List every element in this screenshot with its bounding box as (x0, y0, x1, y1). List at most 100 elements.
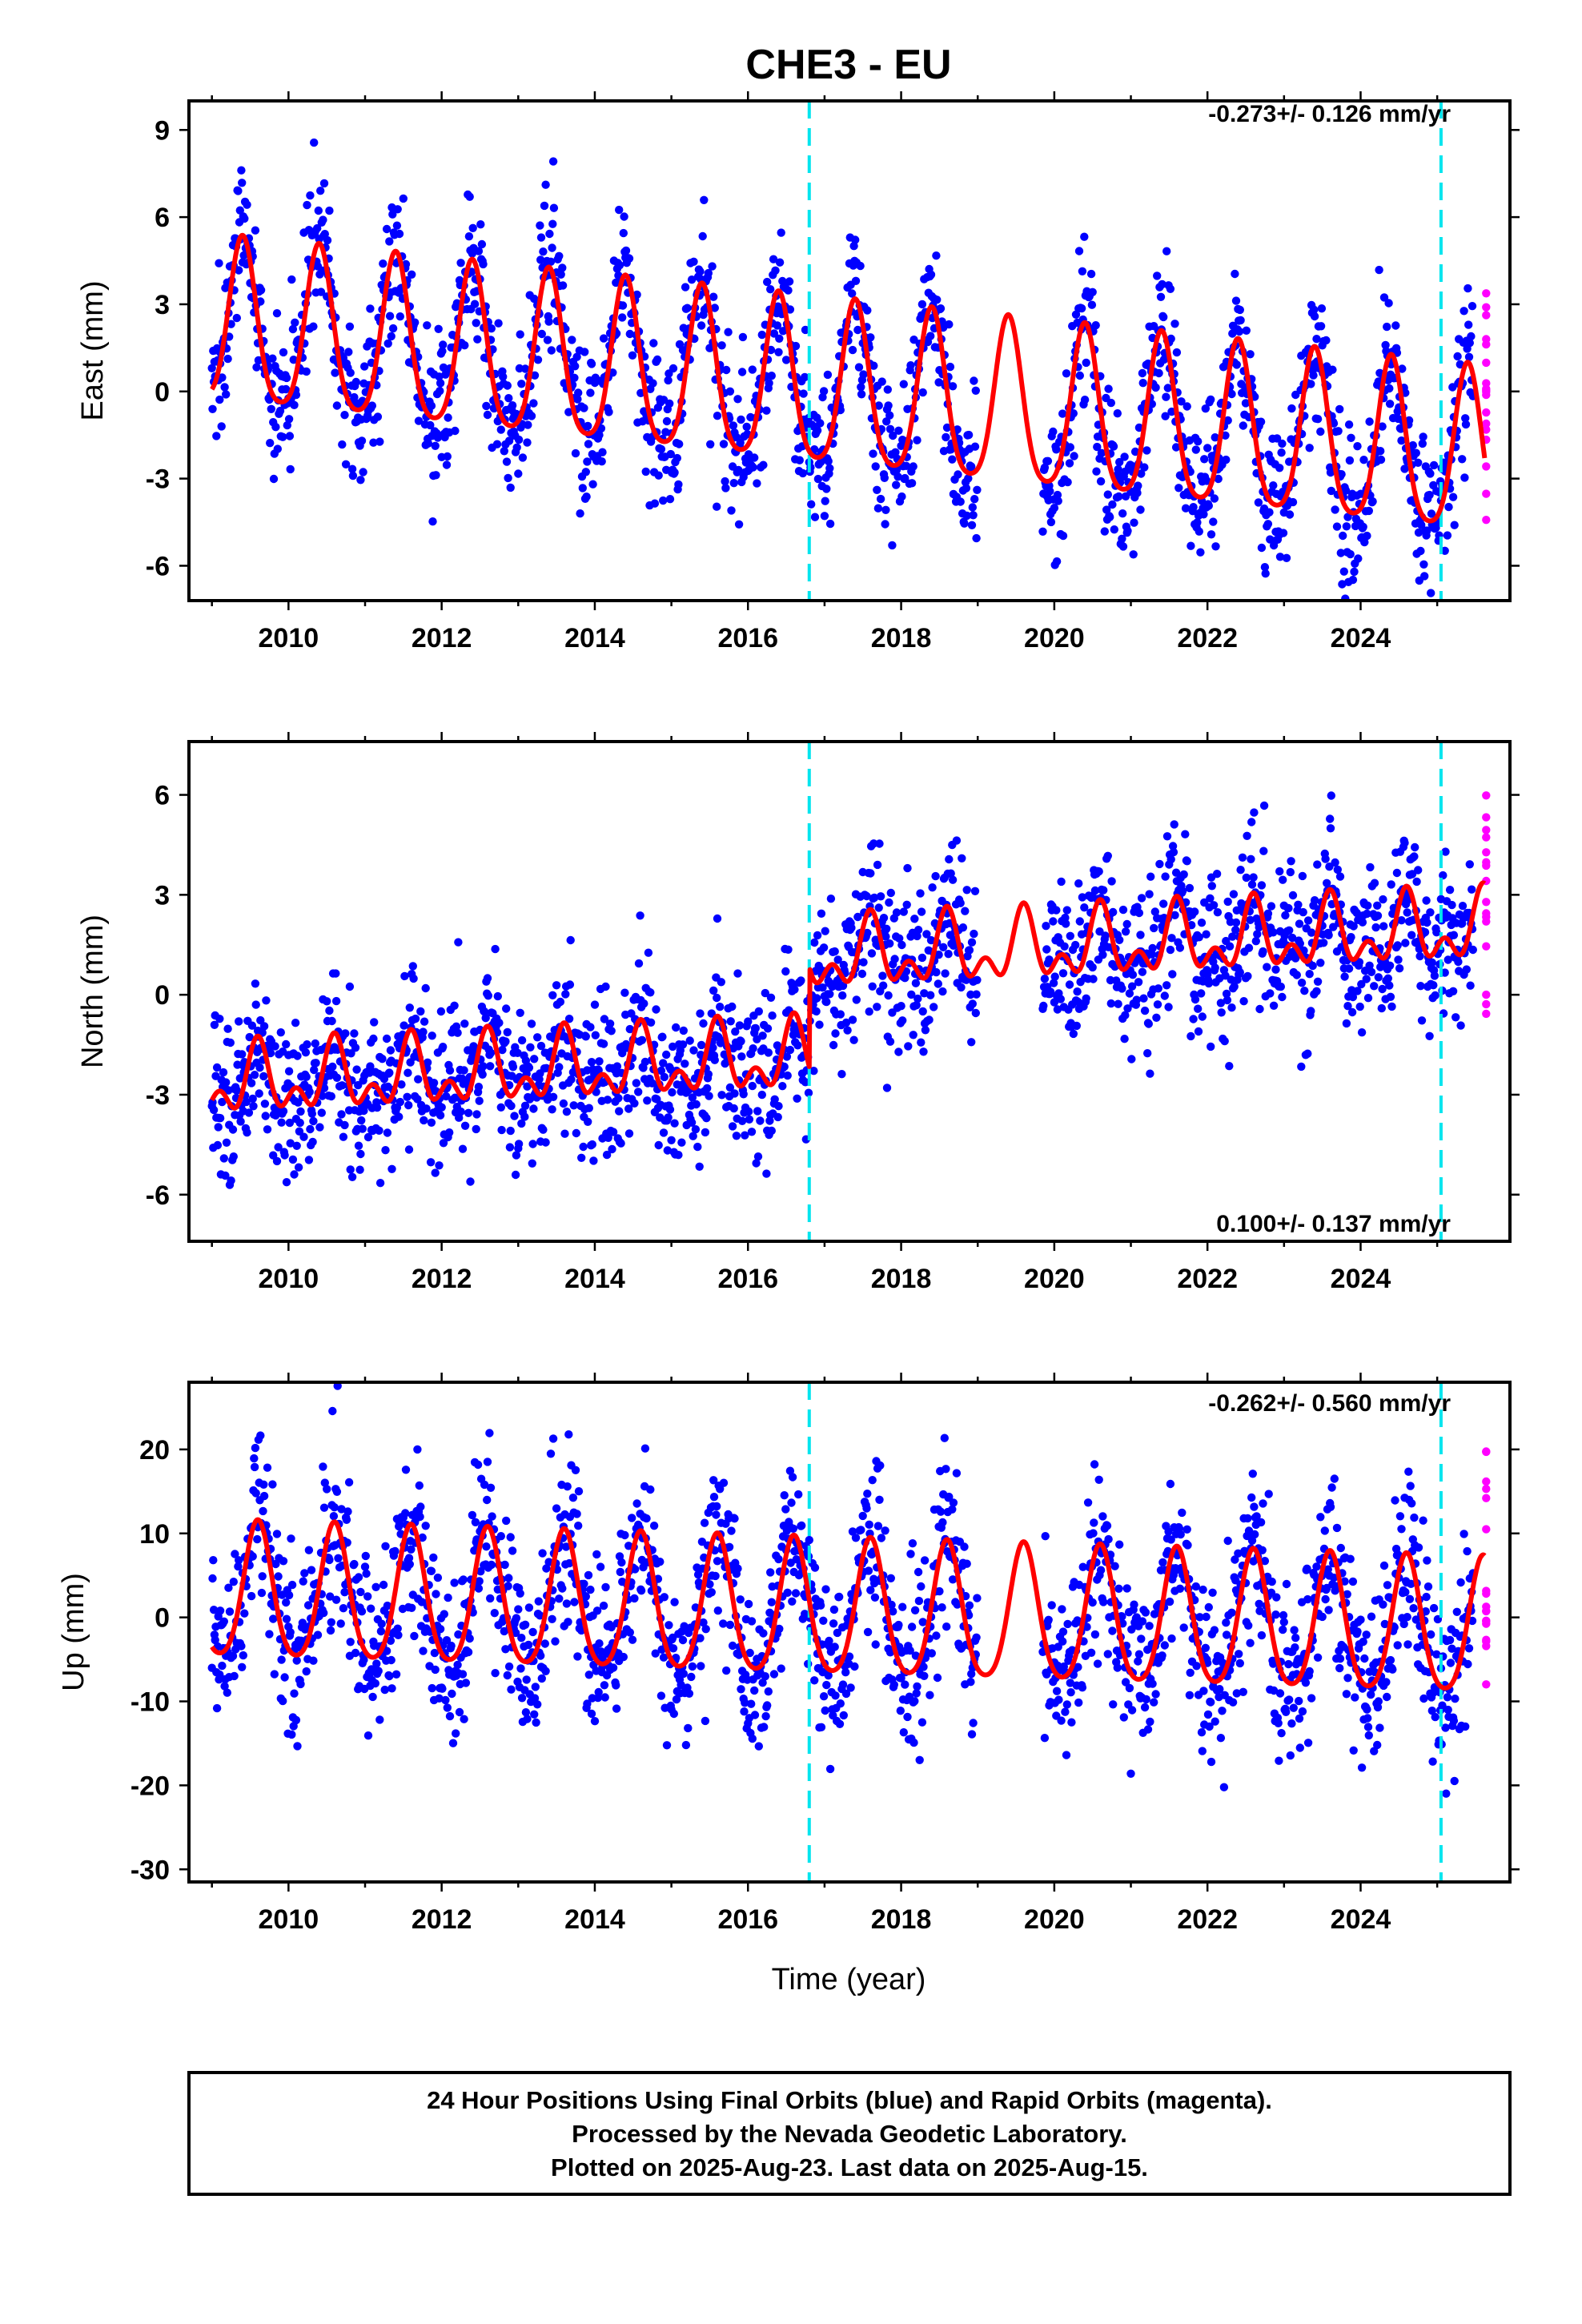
final-point (625, 1024, 634, 1034)
final-point (747, 1699, 756, 1708)
final-point (1094, 867, 1103, 876)
final-point (1052, 445, 1061, 454)
final-point (964, 430, 974, 440)
final-point (564, 408, 573, 416)
final-point (1379, 922, 1388, 931)
final-point (632, 1499, 641, 1508)
final-point (728, 1002, 737, 1011)
final-point (209, 1556, 218, 1565)
final-point (487, 324, 496, 333)
final-point (585, 1075, 594, 1084)
final-point (709, 292, 718, 301)
rapid-point (1482, 335, 1491, 344)
final-point (736, 1595, 745, 1604)
final-point (889, 431, 897, 440)
final-point (641, 467, 650, 476)
final-point (777, 228, 785, 237)
final-point (429, 1079, 439, 1088)
final-point (618, 301, 628, 310)
final-point (432, 1590, 440, 1598)
final-point (885, 939, 894, 948)
final-point (222, 390, 231, 399)
final-point (474, 1584, 484, 1593)
final-point (681, 283, 690, 292)
final-point (1259, 947, 1267, 956)
final-point (817, 909, 826, 919)
final-point (1419, 560, 1428, 569)
final-point (215, 1114, 225, 1123)
final-point (531, 1683, 540, 1691)
final-point (822, 1680, 831, 1690)
final-point (571, 362, 580, 371)
final-point (1272, 434, 1282, 443)
final-point (253, 1534, 262, 1544)
final-point (570, 373, 579, 382)
final-point (1129, 550, 1138, 559)
final-point (243, 200, 251, 209)
final-point (1385, 961, 1395, 971)
final-point (783, 1071, 792, 1080)
final-point (548, 1614, 556, 1624)
final-point (419, 1027, 428, 1036)
final-point (819, 387, 829, 396)
final-point (213, 1140, 223, 1150)
final-point (564, 1430, 573, 1439)
final-point (753, 1107, 762, 1116)
final-point (816, 419, 825, 428)
final-point (738, 332, 748, 342)
final-point (854, 363, 864, 372)
final-point (572, 1128, 580, 1138)
final-point (221, 1171, 230, 1180)
final-point (549, 203, 559, 212)
final-point (867, 949, 877, 958)
final-point (762, 406, 771, 415)
final-point (282, 1178, 291, 1187)
final-point (568, 1494, 578, 1502)
final-point (1397, 436, 1406, 445)
final-point (426, 1158, 436, 1167)
final-point (584, 1671, 593, 1679)
final-point (1254, 498, 1263, 507)
final-point (413, 1445, 422, 1454)
y-tick-label--3: -3 (146, 1080, 170, 1111)
final-point (1134, 423, 1144, 432)
final-point (1100, 527, 1110, 536)
final-point (748, 1081, 757, 1091)
final-point (498, 1045, 507, 1055)
final-point (595, 1639, 604, 1648)
final-point (517, 1119, 526, 1128)
final-point (219, 1068, 228, 1077)
final-point (925, 1015, 934, 1024)
final-point (516, 1664, 525, 1673)
final-point (795, 456, 804, 464)
final-point (612, 1681, 620, 1690)
final-point (1332, 522, 1342, 531)
final-point (881, 1526, 889, 1535)
final-point (780, 1491, 789, 1500)
final-point (825, 990, 834, 999)
final-point (345, 322, 355, 331)
final-point (913, 926, 923, 935)
final-point (376, 1626, 386, 1636)
final-point (703, 1084, 712, 1093)
final-point (1247, 880, 1257, 889)
final-point (1450, 521, 1459, 529)
final-point (773, 321, 782, 330)
final-point (946, 362, 955, 372)
final-point (1222, 455, 1231, 464)
final-point (612, 1062, 622, 1071)
final-point (1242, 326, 1251, 335)
final-point (766, 285, 775, 294)
final-point (1287, 857, 1295, 866)
final-point (1106, 398, 1116, 408)
final-point (894, 1047, 903, 1056)
final-point (436, 379, 445, 388)
final-point (1261, 569, 1270, 578)
final-point (1355, 1002, 1364, 1011)
x-tick-label-2018: 2018 (871, 1264, 932, 1294)
final-point (1154, 984, 1163, 993)
final-point (958, 854, 966, 863)
final-point (605, 1019, 615, 1028)
final-point (709, 1493, 719, 1502)
final-point (1309, 371, 1318, 380)
